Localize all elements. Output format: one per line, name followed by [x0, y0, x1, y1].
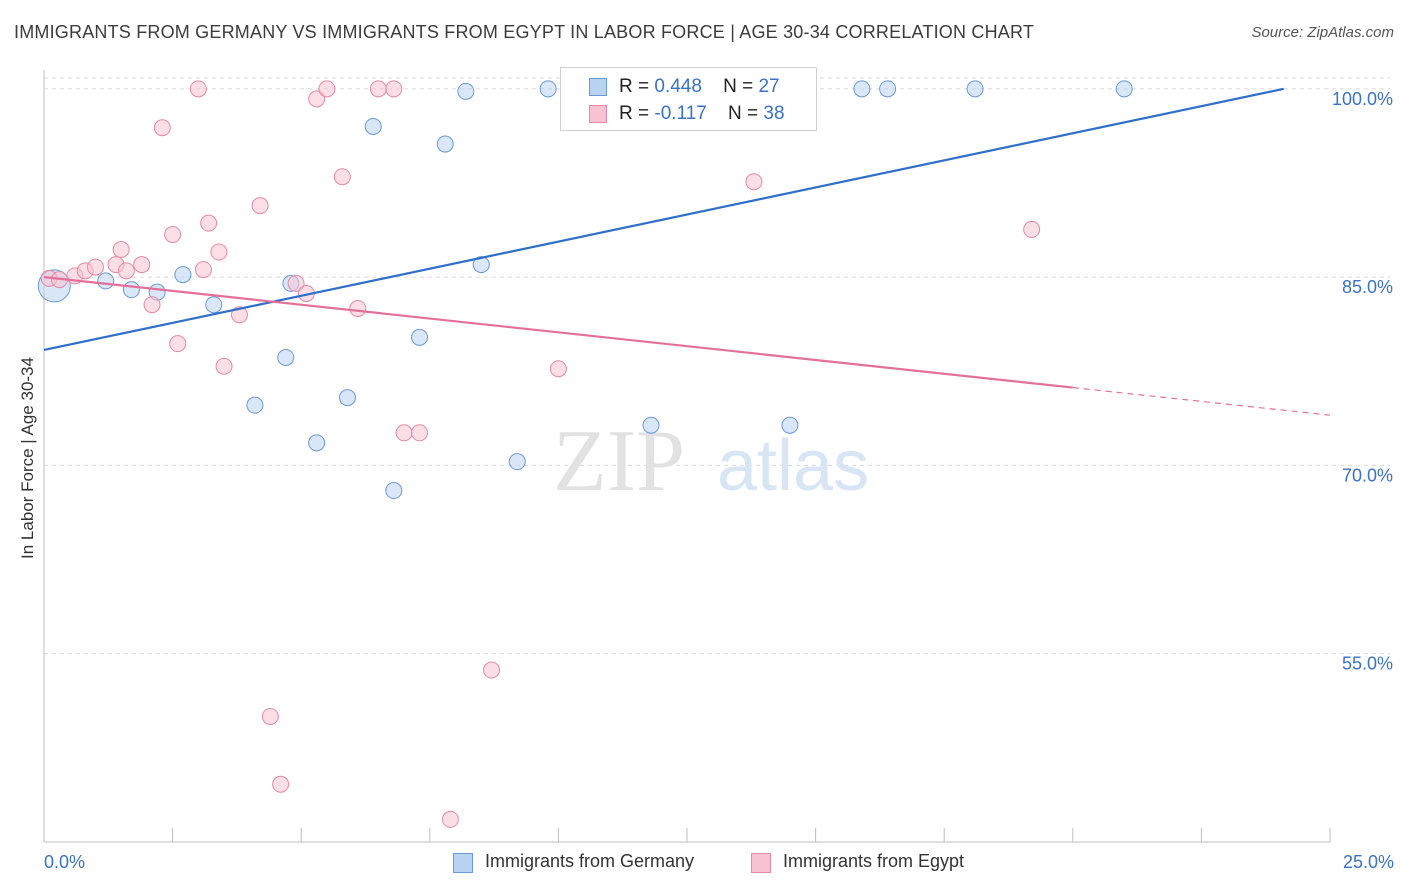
- germany-point: [642, 416, 660, 434]
- egypt-point: [369, 80, 387, 98]
- egypt-point: [112, 241, 130, 259]
- germany-point: [246, 396, 264, 414]
- egypt-point: [133, 256, 151, 274]
- grid-layer: [44, 77, 1390, 655]
- watermark-zip: ZIP: [553, 413, 685, 510]
- x-tick-label-min: 0.0%: [44, 852, 86, 872]
- egypt-point: [200, 214, 218, 232]
- germany-point: [539, 80, 557, 98]
- egypt-point: [385, 80, 403, 98]
- egypt-point: [272, 775, 290, 793]
- germany-point: [338, 389, 356, 407]
- bottom-legend-label-germany: Immigrants from Germany: [485, 851, 695, 871]
- y-axis-label: In Labor Force | Age 30-34: [18, 357, 37, 559]
- egypt-point: [230, 306, 248, 324]
- egypt-point: [251, 197, 269, 215]
- egypt-trend-extension: [1072, 386, 1331, 416]
- egypt-point: [483, 661, 501, 679]
- egypt-point: [210, 243, 228, 261]
- y-tick-label: 70.0%: [1342, 465, 1393, 485]
- egypt-point: [117, 262, 135, 280]
- egypt-point: [153, 119, 171, 137]
- germany-point: [174, 266, 192, 284]
- egypt-point: [194, 261, 212, 279]
- y-tick-label: 85.0%: [1342, 277, 1393, 297]
- legend-germany-r-label: R =: [619, 76, 650, 97]
- y-tick-label: 55.0%: [1342, 654, 1393, 674]
- germany-point: [277, 348, 295, 366]
- germany-point: [411, 328, 429, 346]
- source-label: Source: ZipAtlas.com: [1251, 24, 1394, 41]
- germany-point: [122, 281, 140, 299]
- egypt-trend-line: [43, 276, 1073, 389]
- germany-point: [364, 117, 382, 135]
- legend-egypt-n-value: 38: [763, 103, 785, 124]
- egypt-point: [86, 258, 104, 276]
- egypt-point: [333, 168, 351, 186]
- trend-layer: [43, 87, 1331, 416]
- egypt-point: [1023, 220, 1041, 238]
- egypt-point: [189, 80, 207, 98]
- legend-swatch-germany: [589, 78, 607, 96]
- germany-point: [472, 256, 490, 274]
- germany-point: [966, 80, 984, 98]
- germany-point: [205, 296, 223, 314]
- legend-egypt-r-label: R =: [619, 103, 650, 124]
- egypt-point: [143, 296, 161, 314]
- axis-layer: [43, 70, 1331, 843]
- germany-point: [308, 434, 326, 452]
- egypt-point: [549, 360, 567, 378]
- egypt-point: [308, 90, 326, 108]
- watermark-atlas: atlas: [717, 426, 869, 506]
- germany-point: [97, 272, 115, 290]
- egypt-point: [395, 424, 413, 442]
- bottom-legend-label-egypt: Immigrants from Egypt: [783, 851, 965, 871]
- egypt-point: [349, 300, 367, 318]
- germany-point: [436, 135, 454, 153]
- legend-egypt-n-label: N =: [727, 103, 759, 124]
- bottom-legend-swatch-egypt: [751, 853, 771, 873]
- watermark: ZIP atlas: [553, 413, 869, 510]
- germany-point: [385, 482, 403, 500]
- egypt-point: [441, 810, 459, 828]
- germany-point: [457, 82, 475, 100]
- egypt-point: [164, 225, 182, 243]
- legend-swatch-egypt: [589, 105, 607, 123]
- chart-title: IMMIGRANTS FROM GERMANY VS IMMIGRANTS FR…: [14, 22, 1035, 42]
- legend-germany-r-value: 0.448: [654, 76, 702, 97]
- germany-point: [1115, 80, 1133, 98]
- germany-point: [853, 80, 871, 98]
- egypt-point: [745, 173, 763, 191]
- y-tick-label: 100.0%: [1332, 89, 1393, 109]
- egypt-point: [287, 274, 305, 292]
- germany-trend-line: [43, 87, 1284, 352]
- y-tick-labels: 100.0% 85.0% 70.0% 55.0%: [1332, 89, 1393, 674]
- correlation-legend: R = 0.448 N = 27 R = -0.117 N = 38: [560, 67, 817, 131]
- x-tick-label-max: 25.0%: [1342, 852, 1394, 872]
- bottom-legend-swatch-germany: [453, 853, 473, 873]
- egypt-point: [318, 80, 336, 98]
- legend-germany-n-label: N =: [723, 76, 754, 97]
- germany-point: [508, 453, 526, 471]
- germany-point: [781, 416, 799, 434]
- legend-egypt-r-value: -0.117: [654, 103, 707, 124]
- egypt-point: [411, 424, 429, 442]
- legend-germany-n-value: 27: [758, 76, 780, 97]
- egypt-point: [261, 707, 279, 725]
- egypt-point: [215, 357, 233, 375]
- egypt-point: [169, 335, 187, 353]
- germany-point: [879, 80, 897, 98]
